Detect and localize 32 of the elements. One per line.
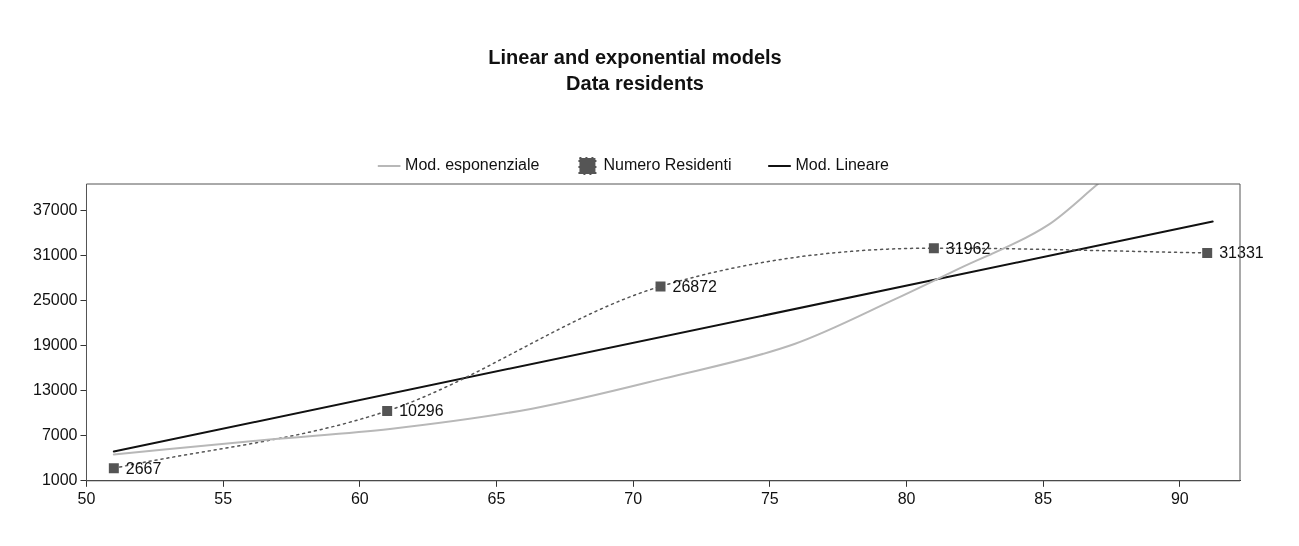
x-tick-label: 55 (214, 489, 233, 507)
legend-label: Numero Residenti (603, 156, 732, 174)
x-tick-label: 80 (897, 489, 916, 507)
point (108, 463, 119, 474)
legend-label: Mod. esponenziale (405, 156, 540, 174)
chart-title: Linear and exponential models (488, 45, 782, 68)
data-label: 31962 (945, 239, 991, 257)
data-label: 31331 (1219, 244, 1264, 262)
point (382, 405, 393, 416)
data-label: 2667 (125, 459, 162, 477)
x-tick-label: 60 (350, 489, 369, 507)
point (928, 243, 939, 254)
y-tick-label: 7000 (41, 426, 78, 444)
y-tick-label: 19000 (32, 335, 78, 353)
chart-subtitle: Data residents (566, 71, 704, 94)
x-tick-label: 70 (624, 489, 643, 507)
point (1202, 247, 1213, 258)
y-tick-label: 25000 (32, 290, 78, 308)
y-tick-label: 37000 (32, 200, 78, 218)
point (655, 281, 666, 292)
data-label: 26872 (672, 277, 718, 295)
line-series (112, 184, 1099, 456)
y-tick-label: 31000 (32, 245, 78, 263)
legend-label: Mod. Lineare (795, 156, 889, 174)
data-label: 10296 (399, 402, 444, 420)
x-tick-label: 75 (760, 489, 779, 507)
x-tick-label: 90 (1170, 489, 1189, 507)
x-tick-label: 50 (77, 489, 96, 507)
x-tick-label: 65 (487, 489, 506, 507)
y-tick-label: 1000 (41, 471, 78, 489)
x-tick-label: 85 (1034, 489, 1053, 507)
y-tick-label: 13000 (32, 381, 78, 399)
